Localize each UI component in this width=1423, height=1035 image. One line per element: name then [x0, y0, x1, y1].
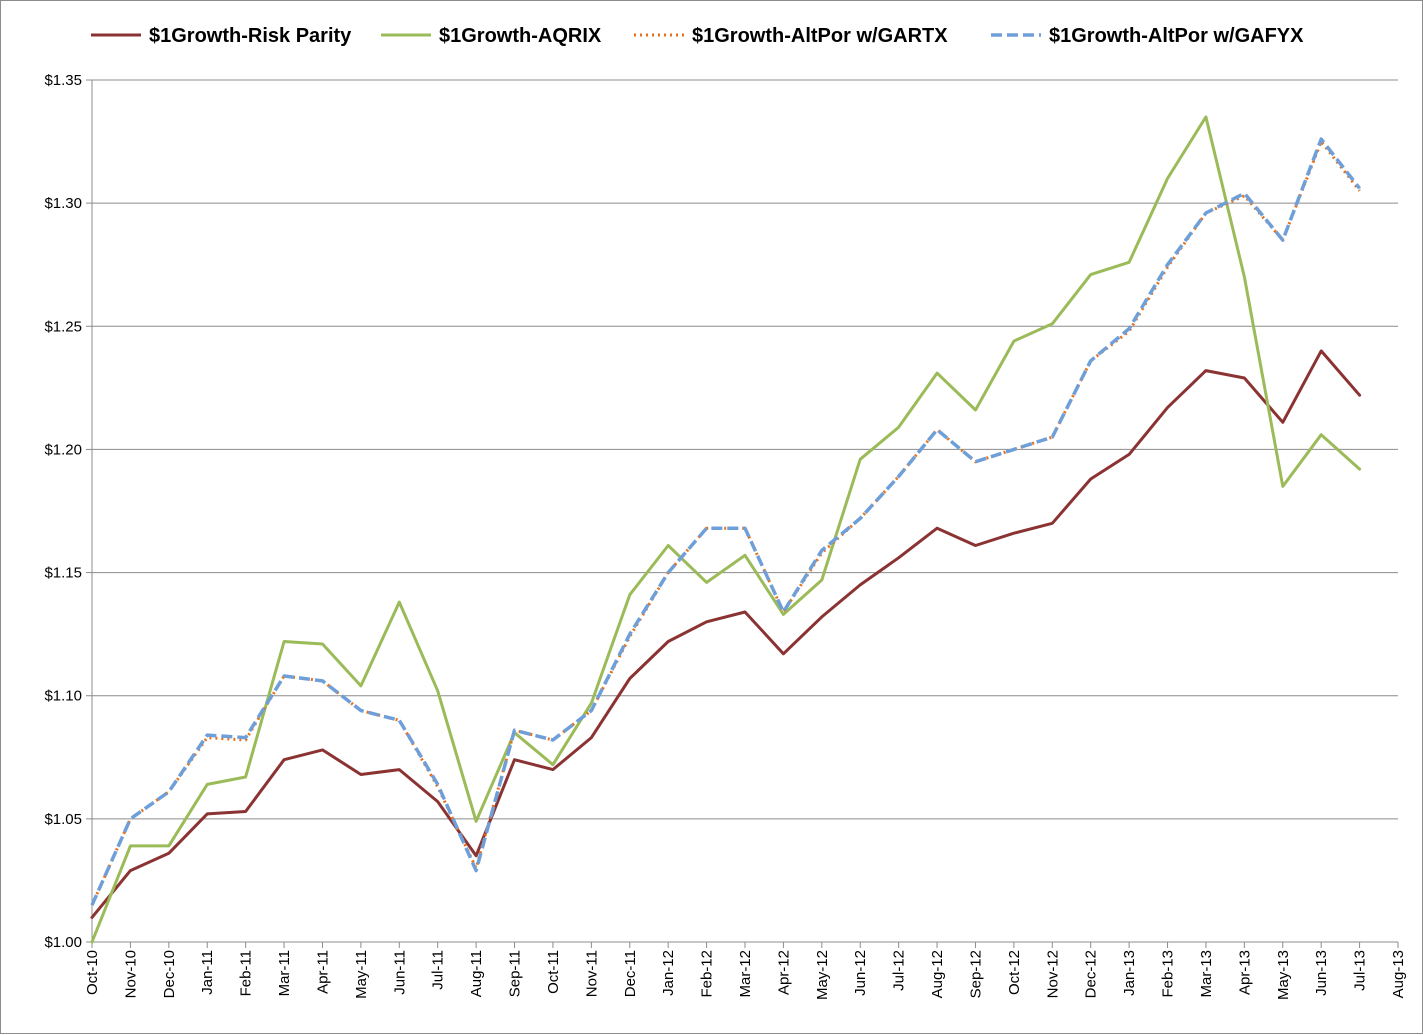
x-tick-label: May-11 — [353, 950, 370, 999]
x-tick-label: Aug-13 — [1390, 950, 1407, 998]
x-tick-label: Jul-12 — [891, 950, 908, 991]
y-tick-label: $1.35 — [44, 72, 82, 89]
y-tick-label: $1.05 — [44, 811, 82, 828]
y-axis-ticks: $1.00 $1.05 $1.10 $1.15 $1.20 $1.25 $1.30 $1.35 — [44, 72, 92, 951]
y-tick-label: $1.30 — [44, 195, 82, 212]
x-tick-label: Mar-12 — [737, 950, 754, 998]
x-tick-label: Mar-13 — [1198, 950, 1215, 998]
x-tick-label: May-12 — [814, 950, 831, 1000]
x-tick-label: Oct-10 — [84, 950, 101, 995]
gridlines — [92, 79, 1398, 820]
x-tick-label: Mar-11 — [276, 950, 293, 996]
x-tick-label: Jan-11 — [199, 950, 216, 995]
y-tick-label: $1.25 — [44, 318, 82, 335]
x-tick-label: Dec-11 — [622, 950, 639, 997]
x-tick-label: Jun-11 — [391, 950, 408, 995]
x-tick-label: Nov-10 — [122, 950, 139, 998]
x-tick-label: Jun-13 — [1313, 950, 1330, 996]
series-line-3 — [90, 140, 1361, 906]
y-tick-label: $1.10 — [44, 688, 82, 705]
axes — [91, 80, 1398, 943]
x-tick-label: Apr-12 — [775, 950, 792, 995]
legend-label: $1Growth-AQRIX — [439, 25, 602, 47]
x-tick-label: Jan-13 — [1121, 950, 1138, 996]
x-tick-label: Jun-12 — [852, 950, 869, 996]
x-tick-label: Jul-13 — [1352, 950, 1369, 991]
y-tick-label: $1.20 — [44, 441, 82, 458]
series-line-4 — [90, 137, 1361, 906]
x-tick-label: Apr-11 — [314, 950, 331, 994]
x-tick-label: Nov-12 — [1044, 950, 1061, 998]
series-lines — [90, 115, 1362, 944]
x-tick-label: Feb-11 — [238, 950, 255, 996]
y-tick-label: $1.00 — [44, 934, 82, 951]
legend-label: $1Growth-AltPor w/GARTX — [692, 25, 948, 47]
legend: $1Growth-Risk Parity $1Growth-AQRIX $1Grow… — [91, 25, 1304, 47]
legend-label: $1Growth-Risk Parity — [149, 25, 352, 47]
x-tick-label: Aug-11 — [468, 950, 485, 997]
x-tick-label: Jul-11 — [430, 950, 447, 990]
x-tick-label: Nov-11 — [583, 950, 600, 997]
x-tick-label: Aug-12 — [929, 950, 946, 998]
x-tick-label: Oct-11 — [545, 950, 562, 994]
x-tick-label: May-13 — [1275, 950, 1292, 1000]
x-tick-label: Apr-13 — [1236, 950, 1253, 995]
series-line-2 — [90, 115, 1362, 944]
legend-label: $1Growth-AltPor w/GAFYX — [1049, 25, 1304, 47]
x-tick-label: Oct-12 — [1006, 950, 1023, 995]
x-tick-label: Feb-12 — [699, 950, 716, 998]
x-tick-label: Sep-11 — [507, 950, 524, 997]
x-tick-label: Feb-13 — [1160, 950, 1177, 998]
x-tick-label: Sep-12 — [967, 950, 984, 998]
series-line-1 — [90, 349, 1362, 919]
x-axis-ticks: Oct-10 Nov-10 Dec-10 Jan-11 Feb-11 Mar-11 Apr-… — [84, 942, 1407, 1000]
x-tick-label: Jan-12 — [660, 950, 677, 996]
x-tick-label: Dec-12 — [1083, 950, 1100, 998]
x-tick-label: Dec-10 — [161, 950, 178, 998]
y-tick-label: $1.15 — [44, 565, 82, 582]
